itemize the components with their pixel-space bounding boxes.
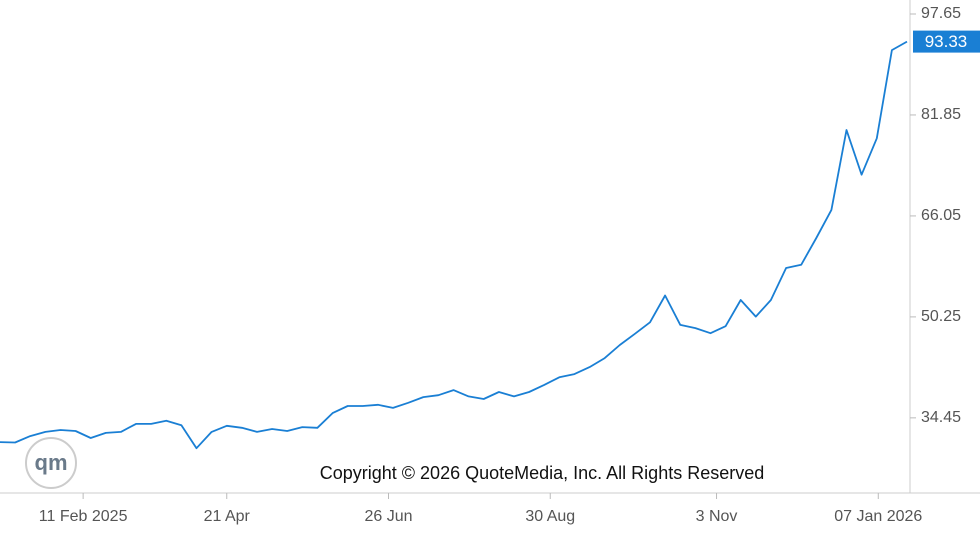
last-value-box (913, 30, 980, 53)
y-tick-label: 34.45 (921, 409, 961, 426)
price-line (0, 40, 908, 450)
y-tick-label: 81.85 (921, 106, 961, 123)
y-tick-label: 97.65 (921, 5, 961, 22)
copyright: Copyright © 2026 QuoteMedia, Inc. All Ri… (320, 463, 765, 483)
x-tick-label: 3 Nov (696, 508, 738, 525)
y-tick-label: 50.25 (921, 308, 961, 325)
x-tick-label: 30 Aug (525, 508, 575, 525)
x-tick-label: 11 Feb 2025 (39, 508, 128, 525)
x-tick-label: 07 Jan 2026 (834, 508, 922, 525)
x-tick-label: 21 Apr (204, 508, 251, 525)
logo: qm (35, 450, 68, 475)
y-tick-label: 66.05 (921, 207, 961, 224)
logo-badge (25, 437, 77, 489)
last-value-label: 93.33 (925, 32, 968, 51)
x-tick-label: 26 Jun (364, 508, 412, 525)
